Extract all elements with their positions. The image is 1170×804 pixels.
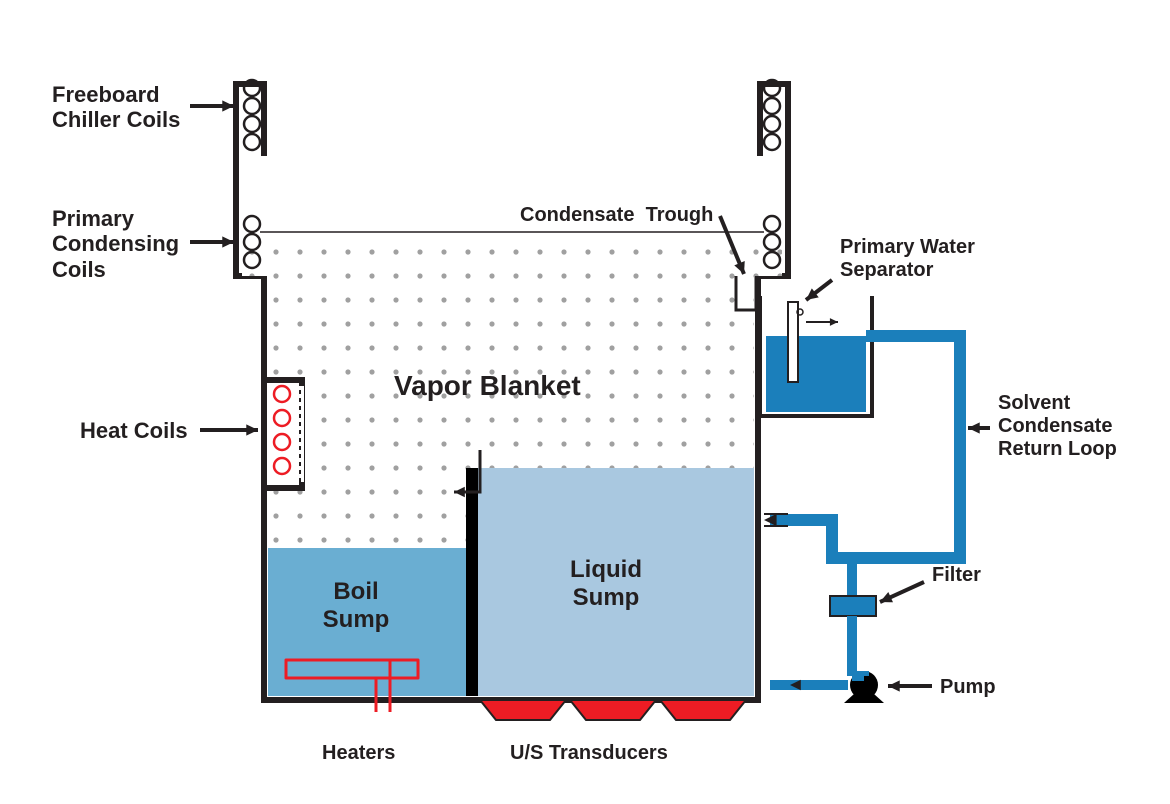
diagram-root: Freeboard Chiller Coils Primary Condensi… <box>0 0 1170 804</box>
label-heat-coils: Heat Coils <box>80 418 188 443</box>
label-primary-water-separator: Primary Water Separator <box>840 236 975 282</box>
label-boil-sump: Boil Sump <box>296 578 416 633</box>
label-us-transducers: U/S Transducers <box>510 742 668 765</box>
label-freeboard: Freeboard Chiller Coils <box>52 82 180 133</box>
label-solvent-return: Solvent Condensate Return Loop <box>998 392 1117 461</box>
label-heaters: Heaters <box>322 742 395 765</box>
label-filter: Filter <box>932 564 981 587</box>
label-primary-condensing: Primary Condensing Coils <box>52 206 179 282</box>
label-condensate-trough: Condensate Trough <box>520 204 713 227</box>
label-liquid-sump: Liquid Sump <box>526 556 686 611</box>
label-pump: Pump <box>940 676 996 699</box>
label-vapor-blanket: Vapor Blanket <box>394 370 581 402</box>
